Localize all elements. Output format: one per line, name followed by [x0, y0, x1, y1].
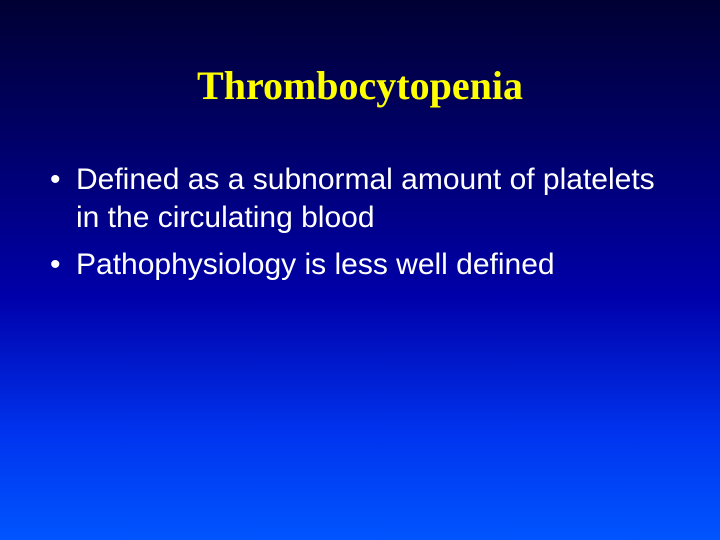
bullet-text: Defined as a subnormal amount of platele… — [76, 163, 655, 234]
slide-title: Thrombocytopenia — [0, 0, 720, 109]
bullet-text: Pathophysiology is less well defined — [76, 248, 555, 281]
list-item: Pathophysiology is less well defined — [40, 246, 680, 284]
list-item: Defined as a subnormal amount of platele… — [40, 161, 680, 236]
bullet-list: Defined as a subnormal amount of platele… — [0, 109, 720, 284]
presentation-slide: Thrombocytopenia Defined as a subnormal … — [0, 0, 720, 540]
